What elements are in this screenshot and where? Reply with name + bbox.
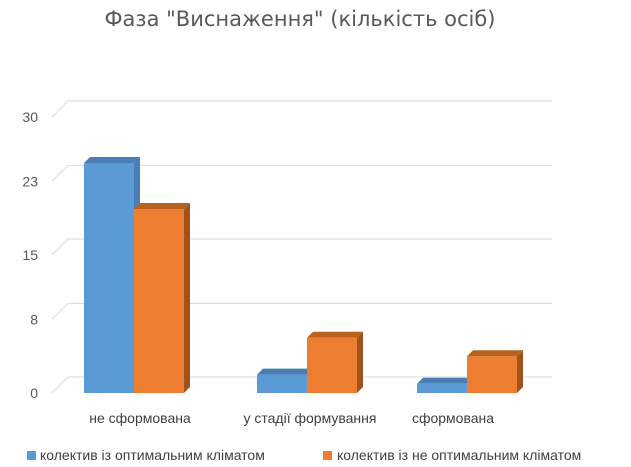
bar-top-s2-c1: [134, 203, 190, 209]
gridline-depth: [51, 165, 69, 182]
bar-top-s1-c3: [417, 377, 473, 384]
bar-top-s2-c2: [307, 331, 363, 338]
gridline-depth: [51, 303, 69, 320]
bar-s2-c2: [307, 337, 357, 393]
bar-side-s2-c1: [184, 203, 190, 393]
y-tick-label: 0: [30, 385, 38, 401]
category-label: сформована: [412, 410, 494, 426]
chart-title: Фаза "Виснаження" (кількість осіб): [104, 7, 495, 31]
bar-side-s2-c2: [357, 331, 363, 393]
bar-s1-c2: [257, 374, 307, 393]
bar-top-s1-c1: [84, 157, 140, 163]
bar-side-s2-c3: [517, 350, 523, 393]
bar-s2-c1: [134, 209, 184, 393]
bar-s1-c1: [84, 163, 134, 393]
bar-top-s2-c3: [467, 350, 523, 357]
y-tick-label: 15: [22, 247, 38, 263]
y-tick-label: 23: [22, 173, 38, 189]
gridline-depth: [51, 376, 69, 394]
bars: [84, 157, 523, 393]
legend-swatch-series-2: [323, 451, 332, 460]
y-axis-ticks: 0 8 15 23 30: [22, 109, 38, 401]
bar-s1-c3: [417, 383, 467, 393]
gridline-depth: [51, 238, 69, 256]
legend-swatch-series-1: [27, 451, 36, 460]
legend-label-series-1: колектив із оптимальним кліматом: [40, 447, 265, 463]
legend: колектив із оптимальним кліматом колекти…: [27, 447, 581, 463]
y-tick-label: 8: [30, 311, 38, 327]
gridline-depth: [51, 100, 69, 118]
category-label: у стадії формування: [244, 410, 377, 426]
category-labels: не сформована у стадії формування сформова…: [89, 410, 494, 426]
bar-top-s1-c2: [257, 368, 313, 375]
category-label: не сформована: [89, 410, 191, 426]
bar-s2-c3: [467, 356, 517, 393]
y-tick-label: 30: [22, 109, 38, 125]
legend-label-series-2: колектив із не оптимальним кліматом: [337, 447, 581, 463]
